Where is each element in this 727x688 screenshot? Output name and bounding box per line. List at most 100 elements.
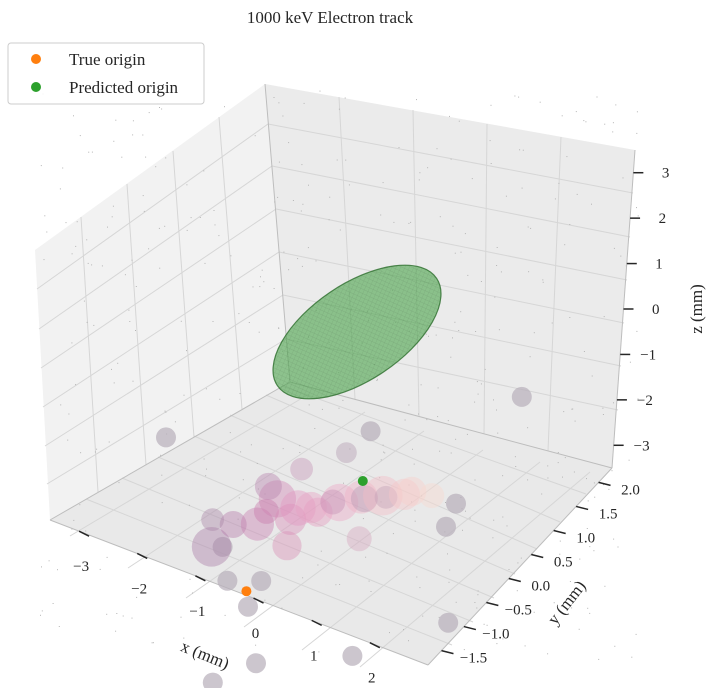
speckle-dot: [519, 149, 521, 151]
y-tick-mark: [553, 529, 566, 535]
noise-hit-point: [217, 570, 238, 591]
speckle-dot: [132, 120, 134, 122]
speckle-dot: [586, 478, 587, 480]
speckle-dot: [121, 156, 123, 158]
speckle-dot: [497, 432, 499, 434]
speckle-dot: [336, 159, 338, 161]
x-tick-label: 0: [252, 626, 260, 642]
speckle-dot: [448, 581, 450, 583]
speckle-dot: [496, 247, 498, 248]
grid-line: [267, 123, 634, 194]
track-hit-point: [258, 480, 297, 518]
speckle-dot: [439, 450, 441, 452]
speckle-dot: [300, 210, 302, 212]
speckle-dot: [620, 255, 622, 257]
speckle-dot: [384, 452, 386, 454]
noise-hit-point: [212, 536, 233, 557]
speckle-dot: [240, 451, 242, 453]
speckle-dot: [539, 101, 541, 103]
speckle-dot: [229, 432, 231, 434]
speckle-dot: [174, 421, 176, 423]
speckle-dot: [79, 504, 81, 506]
speckle-dot: [614, 645, 616, 647]
speckle-dot: [450, 452, 452, 454]
speckle-dot: [602, 407, 604, 409]
speckle-dot: [569, 581, 571, 582]
speckle-dot: [189, 578, 191, 580]
speckle-dot: [115, 119, 117, 121]
speckle-dot: [542, 281, 544, 283]
speckle-dot: [96, 448, 98, 450]
speckle-dot: [329, 196, 331, 198]
grid-line: [85, 498, 453, 646]
speckle-dot: [73, 519, 75, 521]
speckle-dot: [419, 172, 421, 174]
speckle-dot: [328, 219, 330, 221]
speckle-dot: [282, 115, 284, 117]
z-tick-label: −2: [637, 393, 653, 409]
track-hit-point: [397, 476, 427, 506]
speckle-dot: [161, 502, 163, 504]
speckle-dot: [572, 408, 574, 410]
speckle-dot: [111, 368, 112, 370]
speckle-dot: [520, 557, 522, 559]
speckle-dot: [613, 538, 615, 540]
speckle-dot: [86, 239, 88, 241]
track-hit-point: [419, 483, 445, 509]
speckle-dot: [576, 193, 578, 195]
speckle-dot: [219, 398, 221, 400]
predicted-origin-marker: [357, 476, 368, 486]
origin-markers: [241, 476, 368, 597]
speckle-dot: [203, 170, 205, 172]
speckle-dot: [48, 560, 50, 562]
speckle-dot: [46, 231, 48, 233]
speckle-dot: [416, 576, 418, 578]
speckle-dot: [589, 612, 591, 614]
speckle-dot: [86, 321, 88, 323]
speckle-dot: [587, 500, 589, 502]
speckle-dot: [541, 493, 543, 495]
speckle-dot: [59, 188, 61, 190]
speckle-dot: [115, 630, 117, 632]
speckle-dot: [80, 452, 82, 454]
speckle-dot: [411, 501, 412, 503]
speckle-dot: [419, 587, 421, 589]
speckle-dot: [476, 607, 478, 609]
speckle-dot: [496, 265, 498, 266]
speckle-dot: [611, 470, 613, 472]
grid-line: [243, 449, 484, 628]
speckle-dot: [142, 134, 144, 136]
speckle-dot: [596, 96, 598, 98]
speckle-dot: [132, 134, 134, 136]
track-hit-point: [363, 475, 403, 516]
speckle-dot: [264, 493, 266, 495]
speckle-dot: [579, 558, 581, 560]
x-tick-mark: [195, 575, 206, 582]
speckle-dot: [436, 148, 438, 150]
speckle-dot: [85, 530, 87, 532]
x-tick-mark: [369, 642, 381, 649]
speckle-dot: [188, 504, 190, 506]
speckle-dot: [252, 286, 254, 288]
y-tick-mark: [486, 601, 499, 607]
speckle-dot: [604, 585, 606, 587]
speckle-dot: [636, 207, 637, 209]
speckle-dot: [486, 624, 488, 626]
speckle-dot: [450, 158, 452, 160]
speckle-dot: [180, 616, 182, 618]
speckle-dot: [386, 552, 388, 554]
speckle-dot: [256, 463, 258, 464]
background-speckles: [40, 90, 639, 660]
speckle-dot: [143, 210, 145, 212]
x-tick-mark: [311, 619, 323, 627]
speckle-dot: [625, 265, 627, 267]
speckle-dot: [573, 471, 575, 473]
speckle-dot: [458, 120, 460, 122]
true-origin-marker: [241, 586, 252, 597]
speckle-dot: [496, 409, 497, 411]
speckle-dot: [62, 167, 64, 169]
speckle-dot: [583, 351, 585, 352]
speckle-dot: [585, 121, 587, 123]
speckle-dot: [559, 553, 561, 555]
